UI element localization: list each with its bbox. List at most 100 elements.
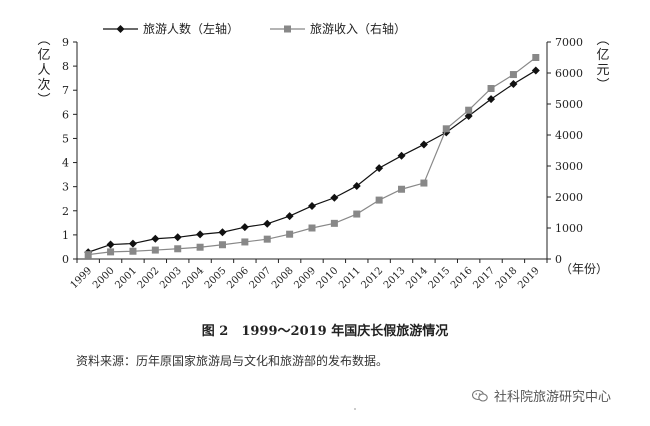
- left-axis-label: ︶: [37, 93, 50, 108]
- data-point-right: [263, 235, 271, 243]
- x-tick-label: 1999: [69, 265, 95, 291]
- legend-label: 旅游收入（右轴）: [310, 21, 406, 36]
- right-axis-label: 元: [596, 63, 609, 78]
- legend-marker: [116, 25, 125, 33]
- x-tick-label: 2003: [158, 265, 184, 291]
- right-axis-label: ︶: [596, 78, 609, 93]
- left-tick-label: 7: [62, 84, 69, 97]
- left-axis-label: ︵: [37, 33, 50, 48]
- x-axis-unit: （年份）: [560, 262, 608, 276]
- data-point-left: [509, 79, 518, 88]
- left-tick-label: 4: [62, 157, 69, 170]
- figure-caption: 图 2 1999～2019 年国庆长假旅游情况: [201, 324, 449, 339]
- data-point-right: [286, 230, 294, 238]
- data-point-right: [375, 196, 383, 204]
- data-point-right: [218, 241, 226, 249]
- data-point-left: [352, 181, 361, 190]
- data-point-left: [487, 95, 496, 104]
- data-point-right: [129, 247, 137, 255]
- data-point-right: [442, 125, 450, 133]
- data-point-left: [397, 151, 406, 160]
- left-tick-label: 5: [62, 132, 69, 145]
- x-tick-label: 2006: [225, 265, 251, 291]
- data-point-left: [375, 164, 384, 173]
- wechat-icon: [472, 389, 488, 402]
- right-axis-label: ︵: [596, 33, 609, 48]
- data-point-right: [241, 238, 249, 246]
- data-point-right: [532, 54, 540, 61]
- right-tick-label: 6000: [555, 67, 583, 80]
- data-point-left: [531, 66, 540, 75]
- right-tick-label: 5000: [555, 98, 583, 111]
- data-point-left: [308, 201, 316, 210]
- right-tick-label: 0: [555, 253, 562, 266]
- left-axis-label: 亿: [37, 48, 50, 63]
- data-point-left: [285, 212, 294, 221]
- left-tick-label: 9: [62, 36, 69, 49]
- data-point-right: [353, 210, 361, 218]
- data-point-right: [84, 251, 92, 259]
- data-point-left: [240, 223, 249, 232]
- x-tick-label: 2010: [315, 265, 341, 291]
- right-tick-label: 4000: [555, 129, 583, 142]
- x-tick-label: 2015: [427, 265, 453, 291]
- left-tick-label: 0: [62, 253, 69, 266]
- watermark-text: 社科院旅游研究中心: [494, 390, 612, 405]
- data-point-right: [196, 243, 204, 251]
- x-tick-label: 2013: [382, 265, 408, 291]
- data-point-left: [196, 230, 205, 239]
- left-tick-label: 1: [62, 229, 69, 242]
- x-tick-label: 2002: [136, 265, 162, 291]
- data-point-right: [151, 246, 159, 254]
- x-tick-label: 2004: [180, 265, 206, 291]
- data-point-right: [465, 106, 473, 114]
- right-tick-label: 7000: [555, 36, 583, 49]
- x-tick-label: 2011: [337, 265, 363, 291]
- x-tick-label: 2019: [516, 265, 542, 291]
- x-tick-label: 2014: [404, 265, 430, 291]
- x-tick-label: 2000: [91, 265, 117, 291]
- data-point-left: [218, 228, 227, 237]
- data-point-left: [464, 112, 473, 121]
- x-tick-label: 2009: [292, 265, 318, 291]
- right-tick-label: 2000: [555, 191, 583, 204]
- data-point-right: [107, 248, 115, 256]
- x-tick-label: 2017: [471, 265, 497, 291]
- left-tick-label: 6: [62, 108, 69, 121]
- data-point-left: [263, 219, 272, 228]
- data-point-right: [509, 71, 517, 79]
- data-point-right: [487, 85, 495, 92]
- x-tick-label: 2007: [248, 265, 274, 291]
- data-point-left: [419, 140, 428, 149]
- x-tick-label: 2001: [113, 265, 139, 291]
- x-tick-label: 2008: [270, 265, 296, 291]
- dual-axis-line-chart: 0 1 2 3 4 5 6 7 8 9 0 1000 2000 3000 4000 5000 6000 7000 1…: [37, 21, 609, 291]
- data-point-right: [308, 224, 316, 232]
- decorative-dot: [354, 408, 356, 410]
- data-point-left: [151, 234, 160, 243]
- left-tick-label: 3: [62, 181, 69, 194]
- data-point-right: [174, 245, 182, 253]
- left-tick-label: 8: [62, 60, 69, 73]
- source-note: 资料来源：历年原国家旅游局与文化和旅游部的发布数据。: [76, 354, 389, 368]
- x-tick-label: 2018: [494, 265, 520, 291]
- right-tick-label: 1000: [555, 222, 583, 235]
- watermark: 社科院旅游研究中心: [472, 386, 611, 405]
- data-point-left: [330, 193, 339, 202]
- legend-marker: [284, 25, 291, 33]
- left-tick-label: 2: [62, 205, 69, 218]
- data-point-right: [398, 185, 406, 193]
- data-point-right: [420, 179, 428, 187]
- data-point-left: [128, 239, 137, 248]
- right-tick-label: 3000: [555, 160, 583, 173]
- x-tick-label: 2016: [449, 265, 475, 291]
- left-axis-label: 次: [37, 77, 50, 93]
- right-axis-label: 亿: [596, 48, 609, 63]
- left-axis-label: 人: [37, 63, 50, 78]
- x-tick-label: 2005: [203, 265, 229, 291]
- data-point-left: [173, 233, 182, 242]
- data-point-left: [106, 240, 115, 249]
- x-tick-label: 2012: [359, 265, 385, 291]
- legend-label: 旅游人数（左轴）: [143, 21, 239, 36]
- data-point-right: [330, 219, 338, 227]
